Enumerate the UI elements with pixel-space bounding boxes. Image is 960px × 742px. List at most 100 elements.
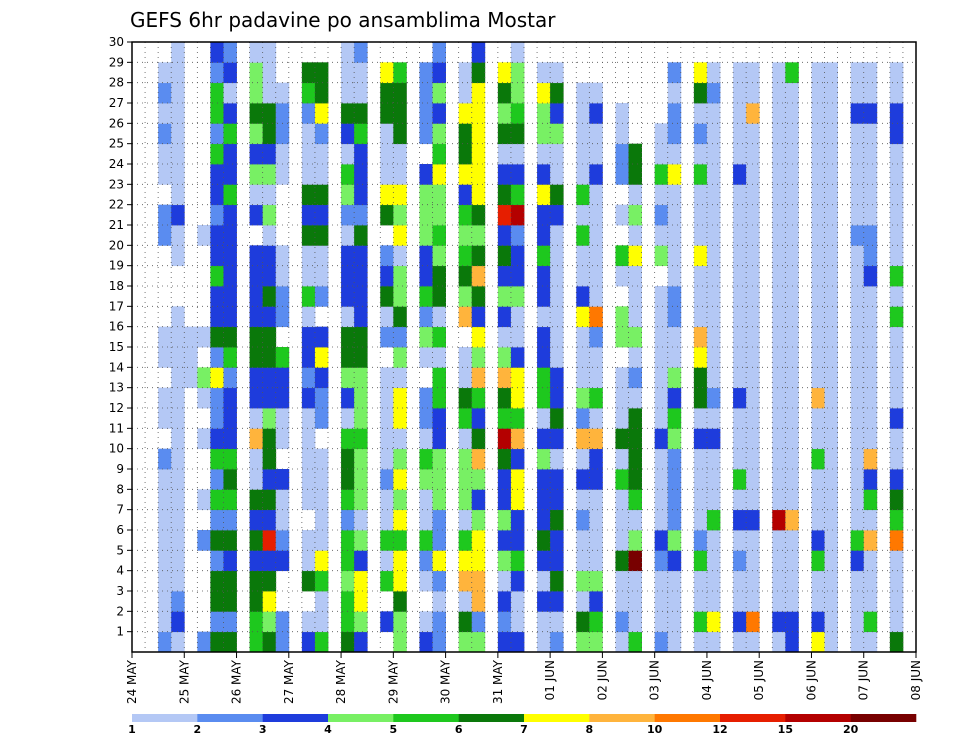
y-tick-label: 26 [109,116,124,130]
heat-cell [746,184,760,206]
heat-cell [380,570,394,592]
legend-label: 4 [324,723,332,736]
heat-cell [537,428,551,450]
heat-cell [393,326,407,348]
legend-label: 2 [194,723,202,736]
heat-cell [824,530,838,551]
heat-cell [432,469,446,490]
heat-cell [537,62,551,84]
heat-cell [249,42,264,63]
heat-cell [314,225,329,246]
legend-label: 15 [778,723,793,736]
heat-cell [628,509,642,531]
heat-cell [301,448,316,470]
heat-cell [863,570,878,592]
heat-cell [850,103,865,124]
heat-cell [301,123,316,145]
heat-cell [497,469,512,490]
heat-cell [706,82,721,104]
heat-cell [458,591,473,612]
heat-cell [354,489,368,511]
heat-cell [733,550,747,572]
heat-cell [223,204,237,226]
heat-cell [393,143,407,165]
heat-cell [354,225,368,246]
heat-cell [693,265,708,287]
heat-cell [706,265,721,287]
heat-cell [889,570,904,592]
heat-cell [746,509,760,531]
heat-cell [889,550,904,572]
heat-cell [510,62,525,84]
heat-cell [863,611,878,633]
heat-cell [824,62,838,84]
heat-cell [471,530,486,551]
heat-cell [733,469,747,490]
heat-cell [262,326,277,348]
heat-cell [419,184,433,206]
heat-cell [354,164,368,185]
heat-cell [772,428,786,450]
heat-cell [772,570,786,592]
heat-cell [889,103,904,124]
heat-cell [249,550,264,572]
heat-cell [393,550,407,572]
heat-cell [171,103,185,124]
heat-cell [158,448,172,470]
heat-cell [772,82,786,104]
heat-cell [824,204,838,226]
heat-cell [706,225,721,246]
heat-cell [262,265,277,287]
heat-cell [550,448,564,470]
heat-cell [419,306,433,328]
heat-cell [693,631,708,653]
heat-cell [863,631,878,653]
y-tick-label: 30 [109,35,124,49]
heat-cell [249,347,264,368]
heat-cell [550,326,564,348]
heat-cell [550,347,564,368]
heat-cell [223,42,237,63]
heat-cell [380,408,394,429]
heat-cell [576,408,590,429]
heat-cell [393,631,407,653]
heat-cell [811,387,825,409]
heat-cell [733,387,747,409]
heat-cell [654,143,669,165]
heat-cell [301,103,316,124]
heat-cell [785,347,799,368]
heat-cell [850,489,865,511]
heat-cell [314,286,329,307]
heat-cell [811,143,825,165]
heat-cell [889,286,904,307]
heat-cell [275,631,290,653]
heat-cell [314,469,329,490]
heat-cell [158,631,172,653]
heat-cell [510,286,525,307]
heat-cell [589,245,603,267]
heat-cell [706,245,721,267]
heat-cell [576,631,590,653]
heat-cell [301,570,316,592]
heat-cell [824,184,838,206]
heat-cell [550,306,564,328]
x-tick-label: 08 JUN [909,660,923,700]
heat-cell [706,509,721,531]
y-tick-label: 13 [109,381,124,395]
heat-cell [314,408,329,429]
heat-cell [210,367,224,389]
heat-cell [262,550,277,572]
heat-cell [785,631,799,653]
heat-cell [576,428,590,450]
heat-cell [262,306,277,328]
heat-cell [354,347,368,368]
heat-cell [706,103,721,124]
heat-cell [550,489,564,511]
heat-cell [341,509,355,531]
heat-cell [589,184,603,206]
heat-cell [824,469,838,490]
heat-cell [589,448,603,470]
heat-cell [458,184,473,206]
heat-cell [550,509,564,531]
heat-cell [301,265,316,287]
